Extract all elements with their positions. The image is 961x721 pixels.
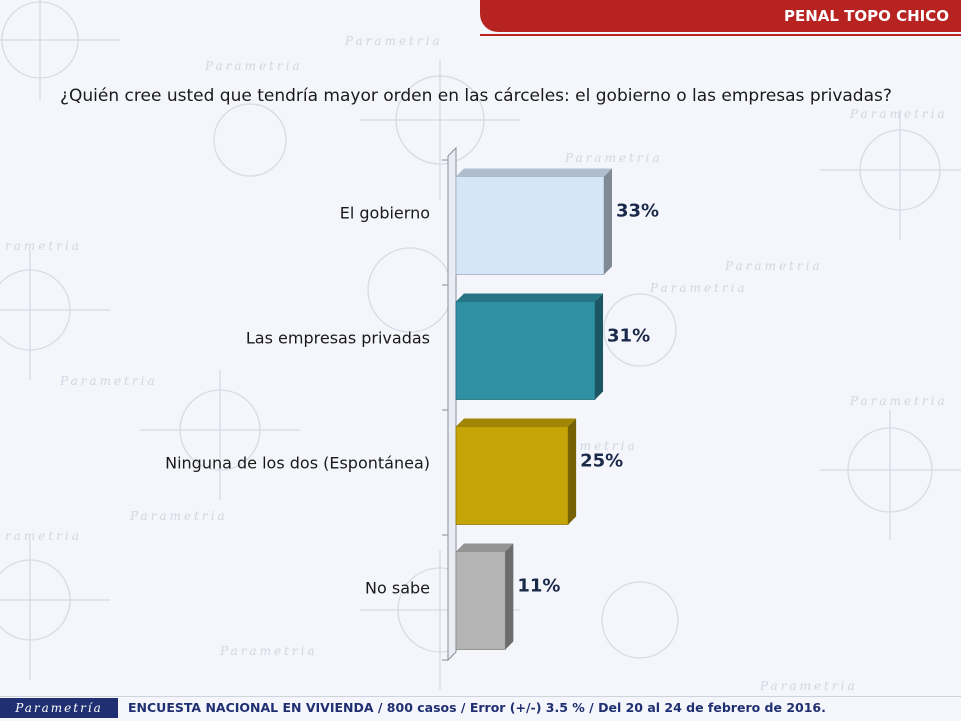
axis-wall <box>447 146 457 662</box>
bar-4-side <box>505 543 514 650</box>
svg-text:Parametria: Parametria <box>649 281 748 295</box>
bar-2 <box>455 301 596 400</box>
footer-survey-note: ENCUESTA NACIONAL EN VIVIENDA / 800 caso… <box>128 700 826 715</box>
svg-text:Parametria: Parametria <box>849 394 948 408</box>
category-label: Ninguna de los dos (Espontánea) <box>165 454 430 473</box>
svg-text:Parametria: Parametria <box>724 259 823 273</box>
value-label: 31% <box>607 326 650 347</box>
value-label: 11% <box>517 576 560 597</box>
chart-bars <box>455 168 612 650</box>
value-label: 25% <box>580 451 623 472</box>
bar-1 <box>455 176 605 275</box>
svg-text:Parametria: Parametria <box>59 374 158 388</box>
bar-2-side <box>595 293 604 400</box>
category-label: Las empresas privadas <box>246 329 430 348</box>
svg-text:Parametria: Parametria <box>219 644 318 658</box>
category-label: El gobierno <box>340 204 430 223</box>
bar-4 <box>455 551 506 650</box>
bar-3 <box>455 426 569 525</box>
header-rule <box>480 34 961 36</box>
bar-1-top <box>456 168 612 177</box>
footer-logo: Parametría <box>0 698 118 718</box>
chart-question-title: ¿Quién cree usted que tendría mayor orde… <box>60 86 892 106</box>
svg-text:Parametria: Parametria <box>759 679 858 693</box>
chart-axis <box>442 146 457 662</box>
svg-text:Parametria: Parametria <box>564 151 663 165</box>
svg-text:Parametria: Parametria <box>849 107 948 121</box>
bar-1-side <box>604 168 612 275</box>
footer-bar: Parametría ENCUESTA NACIONAL EN VIVIENDA… <box>0 696 961 721</box>
header-title: PENAL TOPO CHICO <box>783 7 949 25</box>
svg-text:rametria: rametria <box>5 239 82 253</box>
bar-4-top <box>456 543 514 552</box>
svg-text:Parametria: Parametria <box>344 34 443 48</box>
bar-2-top <box>456 293 604 302</box>
chart-labels: El gobierno 33% Las empresas privadas 31% Ni… <box>165 201 659 598</box>
svg-text:Parametria: Parametria <box>129 509 228 523</box>
value-label: 33% <box>616 201 659 222</box>
svg-text:rametria: rametria <box>5 529 82 543</box>
bar-3-top <box>456 418 577 427</box>
header-banner: PENAL TOPO CHICO <box>480 0 961 36</box>
category-label: No sabe <box>365 579 430 598</box>
svg-text:Parametria: Parametria <box>204 59 303 73</box>
bar-3-side <box>568 418 577 525</box>
